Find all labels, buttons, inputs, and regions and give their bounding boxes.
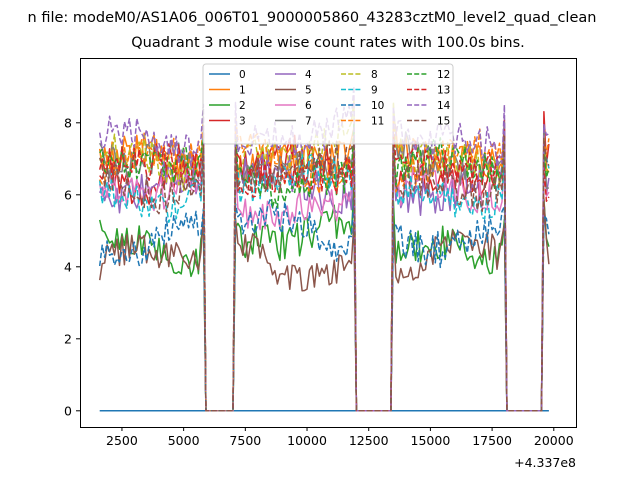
series-line-10 (98, 199, 550, 412)
x-tick-label: 15000 (411, 433, 451, 448)
y-tick-label: 0 (64, 403, 72, 418)
legend-label: 12 (437, 69, 450, 81)
legend-box (202, 63, 454, 145)
legend-label: 15 (437, 116, 450, 128)
y-tick-label: 4 (64, 259, 72, 274)
series-line-1 (98, 115, 550, 412)
legend-label: 0 (239, 69, 246, 81)
x-tick-label: 20000 (534, 433, 574, 448)
figure-suptitle: n file: modeM0/AS1A06_006T01_9000005860_… (27, 10, 597, 26)
x-tick-label: 2500 (106, 433, 138, 448)
series-line-12 (99, 123, 550, 412)
x-offset-label: +4.337e8 (514, 455, 576, 470)
chart-title: Quadrant 3 module wise count rates with … (131, 35, 525, 51)
legend-label: 9 (371, 85, 378, 97)
x-tick-label: 17500 (472, 433, 512, 448)
legend-label: 4 (305, 69, 312, 81)
x-tick-label: 12500 (349, 433, 389, 448)
x-axis: 2500 5000 7500 10000 12500 15000 17500 20000 (106, 427, 574, 448)
legend-label: 1 (239, 85, 246, 97)
legend-label: 5 (305, 85, 312, 97)
x-tick-label: 5000 (168, 433, 200, 448)
series-line-9 (98, 144, 550, 412)
legend-label: 3 (239, 116, 246, 128)
series-line-6 (98, 143, 550, 412)
series-line-2 (98, 187, 550, 412)
series-line-15 (98, 133, 550, 412)
legend-label: 6 (305, 100, 312, 112)
y-tick-label: 8 (64, 115, 72, 130)
series-line-5 (98, 199, 550, 412)
legend-label: 11 (371, 116, 384, 128)
legend-label: 14 (437, 100, 451, 112)
x-tick-label: 7500 (229, 433, 261, 448)
plot-lines (98, 85, 550, 412)
legend-label: 2 (239, 100, 246, 112)
series-line-14 (98, 85, 550, 412)
y-tick-label: 2 (64, 331, 72, 346)
legend-label: 7 (305, 116, 312, 128)
x-tick-label: 10000 (287, 433, 327, 448)
y-tick-label: 6 (64, 187, 72, 202)
legend-label: 8 (371, 69, 378, 81)
plot-frame (80, 58, 577, 428)
legend-label: 10 (371, 100, 384, 112)
legend-label: 13 (437, 85, 450, 97)
y-axis: 0 2 4 6 8 (64, 115, 80, 418)
